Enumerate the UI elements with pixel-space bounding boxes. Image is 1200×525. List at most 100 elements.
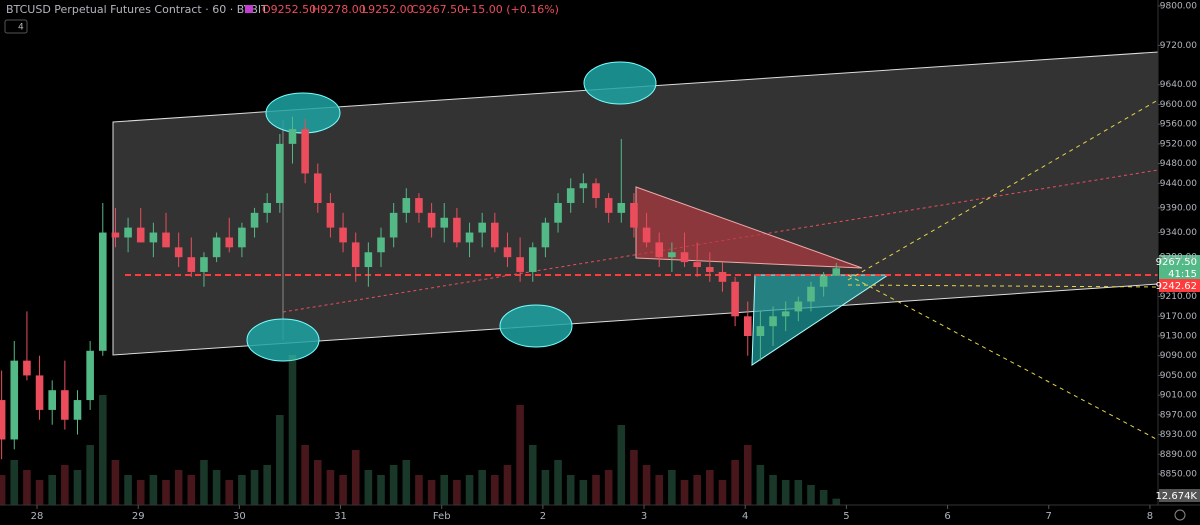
candle-body <box>225 237 234 248</box>
volume-bar <box>212 470 221 505</box>
y-tick-label: 9600.00 <box>1160 100 1197 110</box>
last-price: 9267.50 <box>1156 257 1197 268</box>
volume-bar <box>617 425 626 505</box>
channel-midline <box>282 169 1159 313</box>
candle-body <box>276 143 284 203</box>
candle-body <box>528 247 537 272</box>
volume-bar <box>389 465 398 505</box>
candle-body <box>832 268 841 276</box>
volume-bar <box>706 470 714 505</box>
volume-bar <box>288 355 297 505</box>
y-tick-label: 9800.00 <box>1160 1 1197 11</box>
projection-line <box>847 284 1159 288</box>
candle-body <box>617 202 626 213</box>
projection-line <box>847 274 1159 441</box>
volume-bar <box>756 465 765 505</box>
y-tick-label: 9520.00 <box>1160 139 1197 149</box>
candle-body <box>680 252 689 263</box>
candle-body <box>0 400 6 440</box>
volume-bar <box>48 475 56 505</box>
candle-body <box>200 257 208 272</box>
candle-body <box>491 222 499 248</box>
last-price-tag <box>1159 255 1200 268</box>
y-tick-label: 9480.00 <box>1160 159 1197 169</box>
x-tick-label: 31 <box>334 511 347 522</box>
x-tick-label: 5 <box>843 511 849 522</box>
candle-body <box>478 222 486 233</box>
volume-bar <box>794 480 803 505</box>
volume-bar <box>301 445 309 505</box>
candle-body <box>162 232 170 248</box>
volume-bar <box>225 480 234 505</box>
candle-body <box>124 227 132 238</box>
volume-bar <box>351 450 360 505</box>
candle-body <box>706 267 714 272</box>
candle-body <box>351 242 360 268</box>
candle-body <box>174 247 183 258</box>
candle-body <box>149 232 158 243</box>
countdown: 41:15 <box>1168 269 1197 280</box>
y-tick-label: 9390.00 <box>1160 203 1197 213</box>
volume-bar <box>680 480 689 505</box>
candle-body <box>592 183 600 199</box>
volume-bar <box>98 395 107 505</box>
volume-bar <box>604 470 613 505</box>
volume-bar <box>819 490 828 505</box>
volume-bar <box>807 485 815 505</box>
candle-body <box>453 217 461 243</box>
candle-body <box>339 227 347 243</box>
y-tick-label: 9560.00 <box>1160 120 1197 130</box>
candle-body <box>98 232 107 351</box>
volume-bar <box>718 480 727 505</box>
x-tick-label: 8 <box>1147 511 1153 522</box>
indicator-toggle[interactable] <box>4 19 28 34</box>
candle-body <box>668 252 676 258</box>
volume-bar <box>566 475 575 505</box>
candle-body <box>731 281 739 317</box>
change: +15.00 (+0.16%) <box>462 3 559 16</box>
volume-bar <box>465 475 474 505</box>
volume-bar <box>743 445 752 505</box>
volume-bar <box>453 480 461 505</box>
volume-bar <box>769 475 777 505</box>
volume-bar <box>377 475 385 505</box>
open: O9252.50 <box>262 3 316 16</box>
candle-body <box>288 129 297 144</box>
volume-bar <box>491 475 499 505</box>
volume-bar <box>86 445 94 505</box>
y-tick-label: 8970.00 <box>1160 410 1197 420</box>
volume-bar <box>832 498 841 505</box>
candle-body <box>541 222 550 248</box>
candle-body <box>807 286 815 302</box>
volume-bar <box>0 475 6 505</box>
candle-body <box>630 202 638 228</box>
line-price-tag <box>1159 279 1200 292</box>
y-tick-label: 9440.00 <box>1160 179 1197 189</box>
candle-body <box>238 227 246 248</box>
candle-body <box>756 326 765 337</box>
volume-bar <box>73 470 82 505</box>
volume-bar <box>111 460 120 505</box>
y-tick-label: 9210.00 <box>1160 292 1197 302</box>
volume-bar <box>693 475 701 505</box>
y-tick-label: 8850.00 <box>1160 469 1197 479</box>
settings-icon[interactable] <box>1174 509 1186 521</box>
candle-body <box>23 360 31 376</box>
candle-body <box>781 311 790 317</box>
candle-body <box>440 217 449 228</box>
candle-body <box>35 375 44 410</box>
volume-bar <box>10 460 19 505</box>
volume-bar <box>238 475 246 505</box>
candle-body <box>516 257 524 272</box>
highlight <box>246 318 320 362</box>
highlight <box>265 92 341 134</box>
candle-body <box>427 212 436 228</box>
y-tick-label: 9130.00 <box>1160 332 1197 342</box>
countdown-tag <box>1159 268 1200 279</box>
volume-bar <box>402 460 411 505</box>
candle-body <box>111 232 120 238</box>
y-tick-label: 9640.00 <box>1160 80 1197 90</box>
volume-bar <box>642 465 651 505</box>
indicator-count[interactable]: 4 <box>18 23 24 33</box>
